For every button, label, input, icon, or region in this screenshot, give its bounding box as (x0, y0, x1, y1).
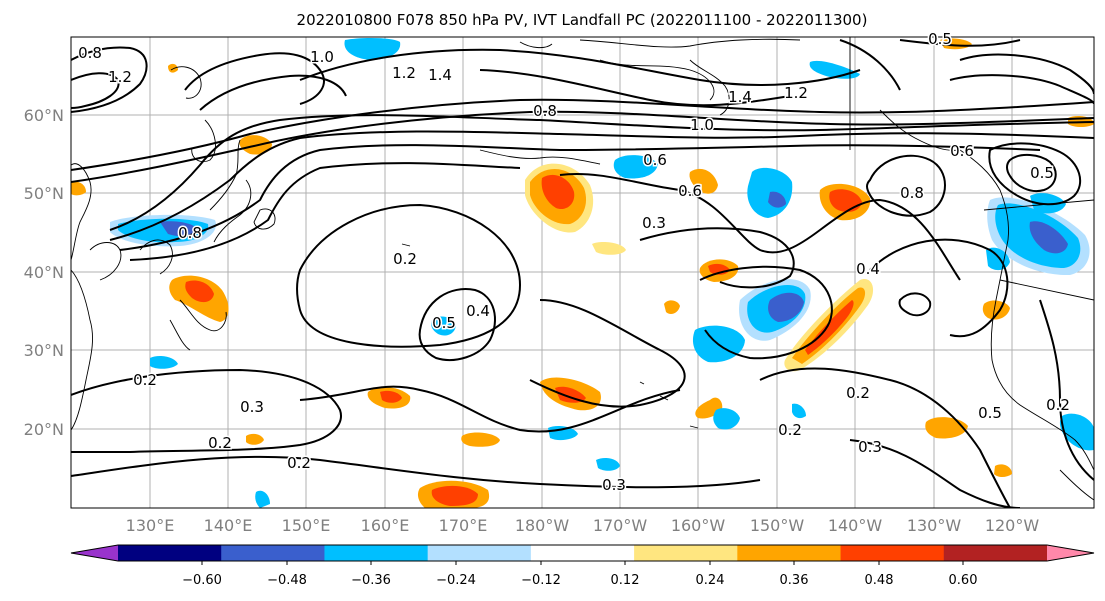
colorbar: −0.60 −0.48 −0.36 −0.24 −0.12 0.12 0.24 0.36 0.4… (70, 544, 1095, 588)
colorbar-tick-label: −0.12 (521, 573, 561, 588)
colorbar-segment (943, 545, 1048, 561)
map-frame (70, 36, 1095, 509)
longitude-label: 130°W (907, 516, 962, 535)
longitude-label: 120°W (985, 516, 1040, 535)
contour-label: 0.6 (950, 142, 974, 160)
colorbar-outline (70, 544, 1095, 562)
longitude-label: 160°W (671, 516, 726, 535)
colorbar-tick-label: 0.24 (696, 573, 725, 588)
contour-label: 0.5 (928, 30, 952, 48)
contour-label: 0.8 (533, 102, 557, 120)
map-title: 2022010800 F078 850 hPa PV, IVT Landfall… (297, 11, 868, 29)
colorbar-tick-label: −0.48 (267, 573, 307, 588)
latitude-label: 60°N (24, 106, 64, 125)
latitude-label: 50°N (24, 184, 64, 203)
contour-label: 1.4 (728, 88, 752, 106)
contour-label: 0.6 (678, 182, 702, 200)
longitude-label: 150°E (282, 516, 331, 535)
contour-label: 0.8 (178, 224, 202, 242)
contour-label: 1.0 (310, 48, 334, 66)
colorbar-tick-label: −0.60 (182, 573, 222, 588)
longitude-label: 140°W (828, 516, 883, 535)
contour-label: 0.5 (432, 314, 456, 332)
longitude-label: 140°E (204, 516, 253, 535)
contour-label: 0.3 (858, 438, 882, 456)
coastlines (71, 37, 1094, 501)
contour-label: 0.2 (778, 421, 802, 439)
contour-label: 0.6 (643, 151, 667, 169)
contour-label: 1.2 (392, 64, 416, 82)
longitude-label: 180°W (515, 516, 570, 535)
longitude-label: 170°W (593, 516, 648, 535)
longitude-label: 160°E (361, 516, 410, 535)
contour-label: 0.2 (393, 250, 417, 268)
colorbar-tick-label: −0.36 (351, 573, 391, 588)
contour-label: 0.5 (1030, 164, 1054, 182)
colorbar-segment (221, 545, 325, 561)
contour-label: 0.3 (642, 214, 666, 232)
contour-label: 0.4 (856, 260, 880, 278)
colorbar-segment (324, 545, 429, 561)
contour-label: 0.2 (1046, 396, 1070, 414)
contour-label: 0.2 (846, 384, 870, 402)
latitude-label: 30°N (24, 341, 64, 360)
contour-label: 0.4 (466, 302, 490, 320)
longitude-labels: 130°E 140°E 150°E 160°E 170°E 180°W 170°W 160°W… (126, 516, 1040, 535)
colorbar-segment (737, 545, 842, 561)
latitude-labels: 60°N 50°N 40°N 30°N 20°N (24, 106, 64, 439)
colorbar-tick-label: 0.12 (611, 573, 640, 588)
pv-contours (71, 39, 1094, 508)
colorbar-tick-label: −0.24 (436, 573, 476, 588)
colorbar-segment (427, 545, 532, 561)
colorbar-segment (634, 545, 738, 561)
colorbar-extend-high (1047, 545, 1094, 561)
contour-label: 0.5 (978, 404, 1002, 422)
contour-label: 1.0 (690, 116, 714, 134)
colorbar-tick-label: 0.48 (865, 573, 894, 588)
contour-labels: 0.8 1.2 1.0 1.2 1.4 0.8 1.0 1.4 1.2 0.6 0.8 0.6 0.5 0… (77, 29, 1072, 496)
contour-label: 0.8 (900, 184, 924, 202)
contour-label: 1.2 (108, 68, 132, 86)
contour-label: 0.2 (133, 371, 157, 389)
colorbar-tick-label: 0.36 (780, 573, 809, 588)
longitude-label: 130°E (126, 516, 175, 535)
colorbar-segment (840, 545, 945, 561)
colorbar-segment (118, 545, 222, 561)
contour-label: 0.3 (602, 476, 626, 494)
longitude-label: 150°W (750, 516, 805, 535)
contour-label: 0.2 (208, 434, 232, 452)
contour-label: 1.2 (784, 84, 808, 102)
longitude-label: 170°E (439, 516, 488, 535)
map-content (71, 37, 1094, 508)
latitude-label: 20°N (24, 420, 64, 439)
contour-label: 0.8 (78, 44, 102, 62)
contour-label: 0.3 (240, 398, 264, 416)
colorbar-segment (530, 545, 635, 561)
contour-label: 0.2 (287, 454, 311, 472)
contour-label: 1.4 (428, 66, 452, 84)
colorbar-tick-label: 0.60 (949, 573, 978, 588)
latitude-label: 40°N (24, 263, 64, 282)
